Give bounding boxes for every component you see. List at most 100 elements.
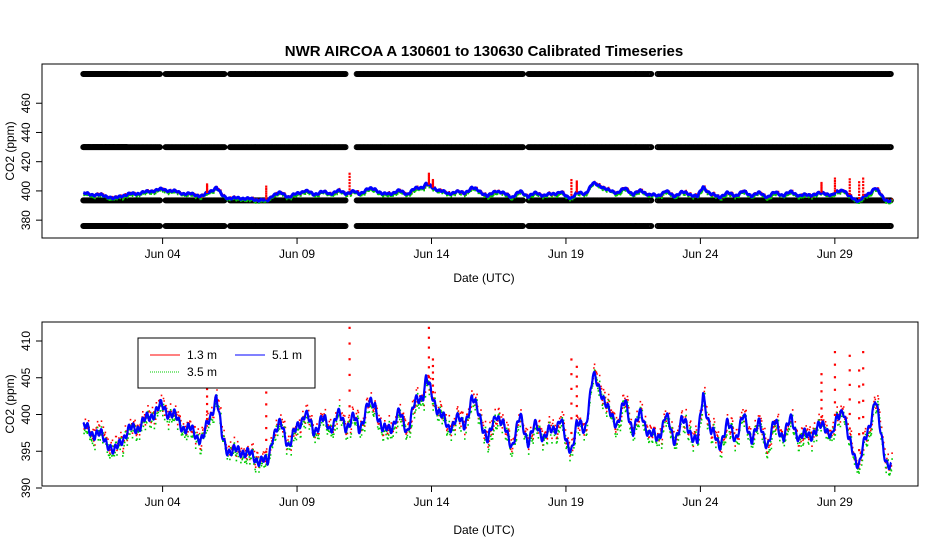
legend-box (137, 337, 316, 389)
top-peak-7-trail-5 (833, 189, 837, 193)
top-peak-8-trail-5 (848, 192, 851, 195)
top-peak-4-trail-2 (265, 190, 268, 193)
x-tick-label-2: Jun 14 (413, 247, 449, 261)
bottom-peak-5-trail-3 (570, 402, 573, 405)
y-tick-label-1: 395 (19, 441, 33, 461)
bottom-peak-11-trail-5 (858, 449, 861, 452)
y-tick-label-2: 420 (19, 151, 33, 171)
top-peak-1-trail-4 (427, 180, 431, 183)
bottom-peak-8-trail-1 (848, 369, 851, 372)
y-tick-label-4: 410 (19, 331, 33, 351)
bottom-peak-6-trail-2 (575, 385, 578, 388)
top-peak-6-trail-3 (575, 186, 578, 189)
top-series-layer (82, 172, 893, 205)
bottom-peak-7-trail-1 (833, 363, 837, 366)
top-peak-8-trail-3 (848, 186, 851, 190)
bottom-peak-5 (570, 358, 573, 361)
bottom-peak-2-trail-4 (431, 384, 435, 387)
bottom-peak-2-trail-2 (431, 371, 435, 374)
y-tick-label-0: 380 (19, 210, 33, 230)
bottom-peak-8-trail-5 (848, 427, 851, 430)
bottom-peak-9-trail-3 (862, 399, 865, 402)
bottom-peak-4-trail-4 (265, 438, 268, 442)
bottom-x-axis: Jun 04 Jun 09 Jun 14 Jun 19 Jun 24 Jun 29 (145, 486, 853, 509)
y-tick-label-0: 390 (19, 478, 33, 498)
top-peak-7-trail-3 (833, 184, 837, 188)
bottom-peak-11-trail-2 (858, 401, 861, 404)
bottom-peak-7-trail-2 (833, 376, 837, 379)
bottom-peak-2-trail-1 (431, 364, 435, 368)
x-tick-label-5: Jun 29 (817, 247, 853, 261)
top-peak-10 (820, 181, 823, 185)
top-peak-9 (862, 177, 865, 180)
bottom-peak-0 (348, 326, 351, 329)
bottom-peak-1-trail-2 (427, 346, 431, 349)
bottom-series-layer (82, 326, 893, 476)
bottom-peak-8-trail-4 (848, 412, 851, 416)
bottom-peak-11-trail-3 (858, 417, 861, 420)
top-peak-1-trail-1 (427, 174, 431, 177)
top-peak-2-trail-5 (431, 185, 435, 188)
bottom-peak-3-trail-2 (205, 395, 209, 398)
top-peak-5-trail-2 (570, 184, 573, 188)
y-tick-label-2: 400 (19, 404, 33, 424)
bottom-peak-1-trail-1 (427, 336, 431, 339)
top-peak-10-trail-4 (820, 188, 823, 191)
top-y-axis-label: CO2 (ppm) (3, 121, 17, 180)
top-peak-8 (848, 178, 851, 181)
bottom-peak-1-trail-5 (427, 376, 431, 379)
top-peak-5-trail-3 (570, 187, 573, 190)
legend: 1.3 m 3.5 m 5.1 m (137, 337, 316, 389)
top-peak-5-trail-5 (570, 193, 573, 196)
top-peak-0-trail-2 (348, 178, 351, 182)
bottom-series-5-1m (82, 370, 892, 471)
bottom-peak-5-trail-1 (570, 373, 573, 376)
top-peak-3-trail-3 (205, 187, 209, 191)
bottom-peak-9-trail-2 (862, 383, 865, 386)
bottom-peak-10-trail-4 (820, 407, 823, 410)
top-peak-2-trail-2 (431, 181, 435, 184)
top-peak-3-trail-4 (205, 189, 209, 192)
top-peak-1 (427, 172, 431, 175)
bottom-peak-8-trail-2 (848, 383, 851, 386)
top-peak-7 (833, 177, 837, 180)
legend-label-1-3m: 1.3 m (187, 348, 217, 362)
top-peak-4-trail-1 (265, 187, 268, 191)
bottom-x-axis-label: Date (UTC) (453, 523, 514, 537)
bottom-peak-3-trail-5 (205, 417, 209, 421)
bottom-peak-7-trail-4 (833, 401, 837, 404)
x-tick-label-1: Jun 09 (279, 495, 315, 509)
bottom-peak-6-trail-4 (575, 404, 578, 408)
x-tick-label-1: Jun 09 (279, 247, 315, 261)
reference-level-3 (80, 71, 894, 77)
x-tick-label-4: Jun 24 (682, 495, 718, 509)
top-peak-1-trail-5 (427, 182, 431, 185)
top-peak-0 (348, 172, 351, 175)
bottom-peak-10-trail-5 (820, 415, 823, 419)
bottom-peak-6-trail-1 (575, 375, 578, 378)
bottom-peak-11-trail-4 (858, 433, 861, 436)
y-tick-label-3: 440 (19, 122, 33, 142)
top-peak-6-trail-2 (575, 184, 578, 187)
top-peak-0-trail-5 (348, 188, 351, 191)
top-x-axis-label: Date (UTC) (453, 271, 514, 285)
top-peak-11-trail-3 (858, 190, 861, 193)
x-tick-label-3: Jun 19 (548, 247, 584, 261)
bottom-peak-11-trail-1 (858, 385, 861, 388)
bottom-peak-5-trail-4 (570, 417, 573, 420)
x-tick-label-5: Jun 29 (817, 495, 853, 509)
bottom-peak-10-trail-2 (820, 390, 823, 393)
top-peak-8-trail-2 (848, 184, 851, 187)
top-peak-6-trail-1 (575, 182, 578, 185)
top-peak-1-trail-3 (427, 178, 431, 181)
top-peak-9-trail-3 (862, 187, 865, 190)
bottom-peak-9 (862, 351, 865, 354)
top-peak-6 (575, 180, 578, 183)
bottom-peak-2 (431, 358, 435, 361)
bottom-peak-5-trail-5 (570, 431, 573, 435)
bottom-peak-6 (575, 365, 578, 368)
top-peak-0-trail-3 (348, 182, 351, 185)
bottom-peak-3-trail-3 (205, 402, 209, 406)
top-peak-10-trail-3 (820, 187, 823, 190)
